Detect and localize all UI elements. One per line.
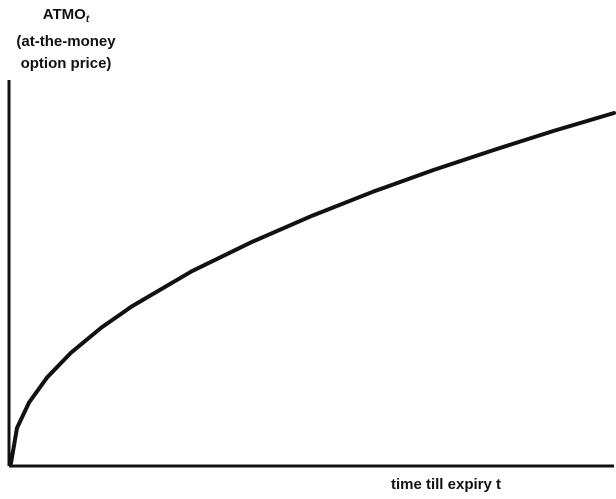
y-axis-label-subscript: t	[85, 14, 90, 25]
y-axis-label-line3: option price)	[20, 55, 112, 72]
y-axis-label: ATMOt (at-the-money option price)	[0, 4, 132, 75]
y-axis-label-line2: (at-the-money	[16, 33, 116, 50]
series-line	[9, 111, 616, 465]
y-axis-label-line1: ATMOt	[0, 4, 132, 31]
y-axis-label-main: ATMO	[42, 6, 86, 23]
x-axis-label: time till expiry t	[390, 476, 502, 493]
